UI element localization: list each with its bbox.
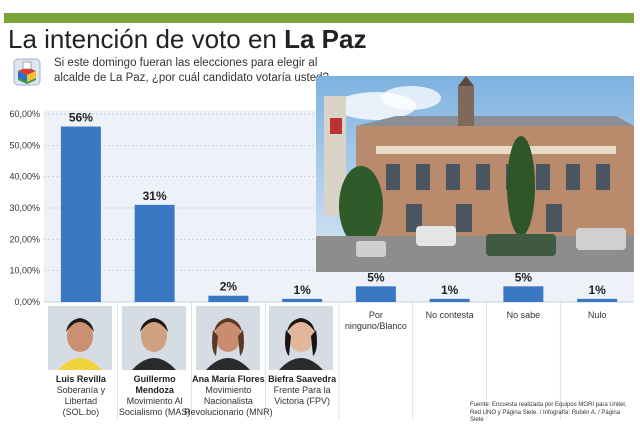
bar xyxy=(134,204,175,302)
bar xyxy=(60,126,101,303)
y-tick-label: 0,00% xyxy=(14,297,40,307)
bar xyxy=(429,298,470,302)
category-label: Libertad xyxy=(65,396,98,406)
bar-value-label: 56% xyxy=(69,111,93,125)
y-tick-label: 60,00% xyxy=(9,109,40,119)
category-label: Victoria (FPV) xyxy=(274,396,330,406)
bar-value-label: 1% xyxy=(293,283,311,297)
candidate-name: Guillermo xyxy=(134,374,177,384)
bar xyxy=(577,298,618,302)
candidate-name: Ana María Flores xyxy=(192,374,265,384)
category-label: Por xyxy=(369,310,383,320)
y-tick-label: 10,00% xyxy=(9,266,40,276)
title-prefix: La intención de voto en xyxy=(8,24,277,54)
candidate-name: Mendoza xyxy=(135,385,174,395)
source-line-1: Fuente: Encuesta realizada por Equipos M… xyxy=(470,402,627,408)
category-label: Movimiento xyxy=(205,385,251,395)
bar xyxy=(355,286,396,302)
y-tick-label: 30,00% xyxy=(9,203,40,213)
category-label: Nulo xyxy=(588,310,607,320)
candidate-portrait xyxy=(48,306,112,370)
page-title: La intención de voto en La Paz xyxy=(8,24,366,54)
bar-value-label: 1% xyxy=(441,283,459,297)
bar-value-label: 5% xyxy=(515,270,533,284)
y-tick-label: 50,00% xyxy=(9,140,40,150)
category-label: (SOL.bo) xyxy=(63,407,100,417)
category-label: Socialismo (MAS) xyxy=(119,407,191,417)
category-label: Movimiento Al xyxy=(127,396,183,406)
city-building-photo xyxy=(316,76,634,272)
category-label: Soberanía y xyxy=(57,385,106,395)
bar xyxy=(208,295,249,302)
candidate-name: Biefra Saavedra xyxy=(268,374,337,384)
candidate-portrait xyxy=(196,306,260,370)
header-accent-bar xyxy=(4,13,634,23)
bar-value-label: 5% xyxy=(367,270,385,284)
category-label: Frente Para la xyxy=(274,385,331,395)
y-tick-label: 40,00% xyxy=(9,172,40,182)
bar-value-label: 2% xyxy=(220,280,238,294)
category-label: No sabe xyxy=(507,310,541,320)
source-note: Fuente: Encuesta realizada por Equipos M… xyxy=(470,402,635,425)
category-label: Revolucionario (MNR) xyxy=(184,407,273,417)
category-label: No contesta xyxy=(426,310,474,320)
category-label: ninguno/Blanco xyxy=(345,321,407,331)
candidate-portrait xyxy=(122,306,186,370)
bar-value-label: 1% xyxy=(588,283,606,297)
candidate-portrait xyxy=(269,306,333,370)
bar-value-label: 31% xyxy=(143,189,167,203)
ballot-box-icon xyxy=(13,58,41,86)
category-label: Nacionalista xyxy=(204,396,253,406)
chart-subtitle: Si este domingo fueran las elecciones pa… xyxy=(54,57,329,84)
bar xyxy=(503,286,544,302)
candidate-name: Luis Revilla xyxy=(56,374,107,384)
source-line-2: Red UNO y Página Siete. / Infografía: Ru… xyxy=(470,409,621,424)
bar xyxy=(282,298,323,302)
y-tick-label: 20,00% xyxy=(9,234,40,244)
title-city: La Paz xyxy=(284,24,367,54)
